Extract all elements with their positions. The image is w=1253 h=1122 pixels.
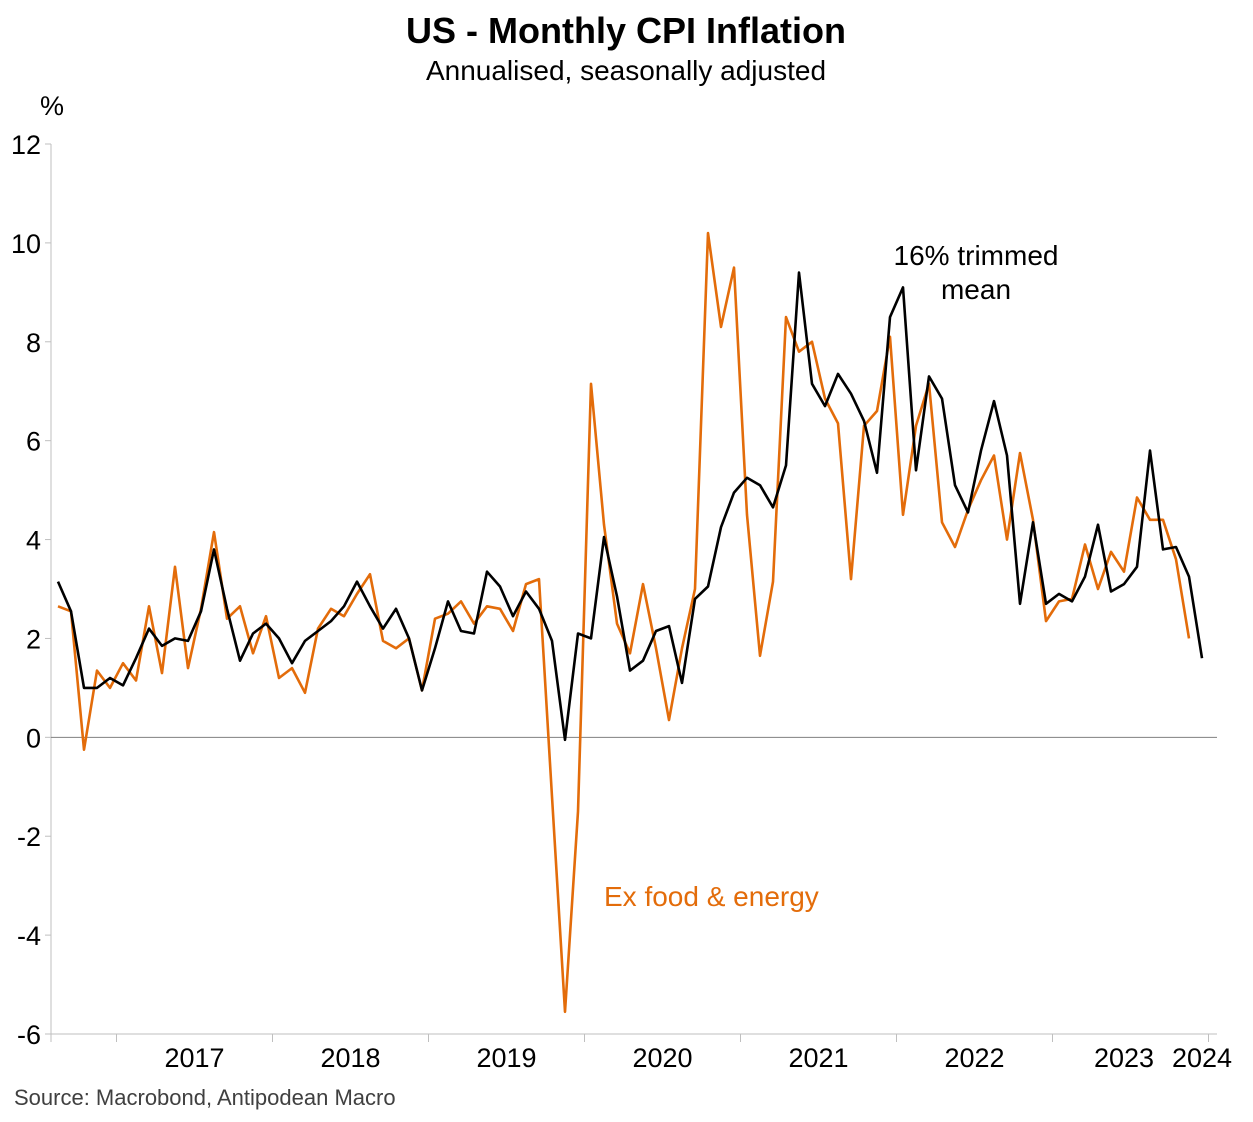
- y-tick-label: 2: [26, 624, 41, 654]
- y-tick-label: 0: [26, 723, 41, 753]
- y-tick-label: -4: [17, 921, 41, 951]
- x-tick-label: 2019: [476, 1043, 536, 1073]
- trimmed-mean-label-line2: mean: [941, 274, 1011, 305]
- chart-title: US - Monthly CPI Inflation: [406, 10, 846, 51]
- y-tick-label: 10: [11, 229, 41, 259]
- y-tick-label: 6: [26, 427, 41, 457]
- series-group: [56, 231, 1204, 1014]
- x-axis: 2017 2018 2019 2020 2021 2022 2023 2024: [50, 1033, 1232, 1073]
- y-axis-unit: %: [40, 91, 64, 121]
- source-note: Source: Macrobond, Antipodean Macro: [14, 1085, 396, 1110]
- y-tick-label: 4: [26, 526, 41, 556]
- trimmed-mean-line: [56, 271, 1204, 742]
- x-tick-label: 2022: [944, 1043, 1004, 1073]
- x-tick-label: 2021: [788, 1043, 848, 1073]
- trimmed-mean-label-line1: 16% trimmed: [894, 240, 1059, 271]
- x-tick-label: 2020: [632, 1043, 692, 1073]
- x-tick-label: 2017: [164, 1043, 224, 1073]
- y-tick-label: -2: [17, 822, 41, 852]
- y-tick-label: -6: [17, 1020, 41, 1050]
- x-tick-label: 2023: [1094, 1043, 1154, 1073]
- x-tick-label: 2018: [320, 1043, 380, 1073]
- y-tick-label: 12: [11, 130, 41, 160]
- ex-food-energy-label: Ex food & energy: [604, 881, 819, 912]
- y-tick-label: 8: [26, 328, 41, 358]
- chart-subtitle: Annualised, seasonally adjusted: [426, 55, 826, 86]
- x-tick-label: 2024: [1172, 1043, 1232, 1073]
- y-axis: 12 10 8 6 4 2 0 -2 -4 -6: [11, 130, 1217, 1050]
